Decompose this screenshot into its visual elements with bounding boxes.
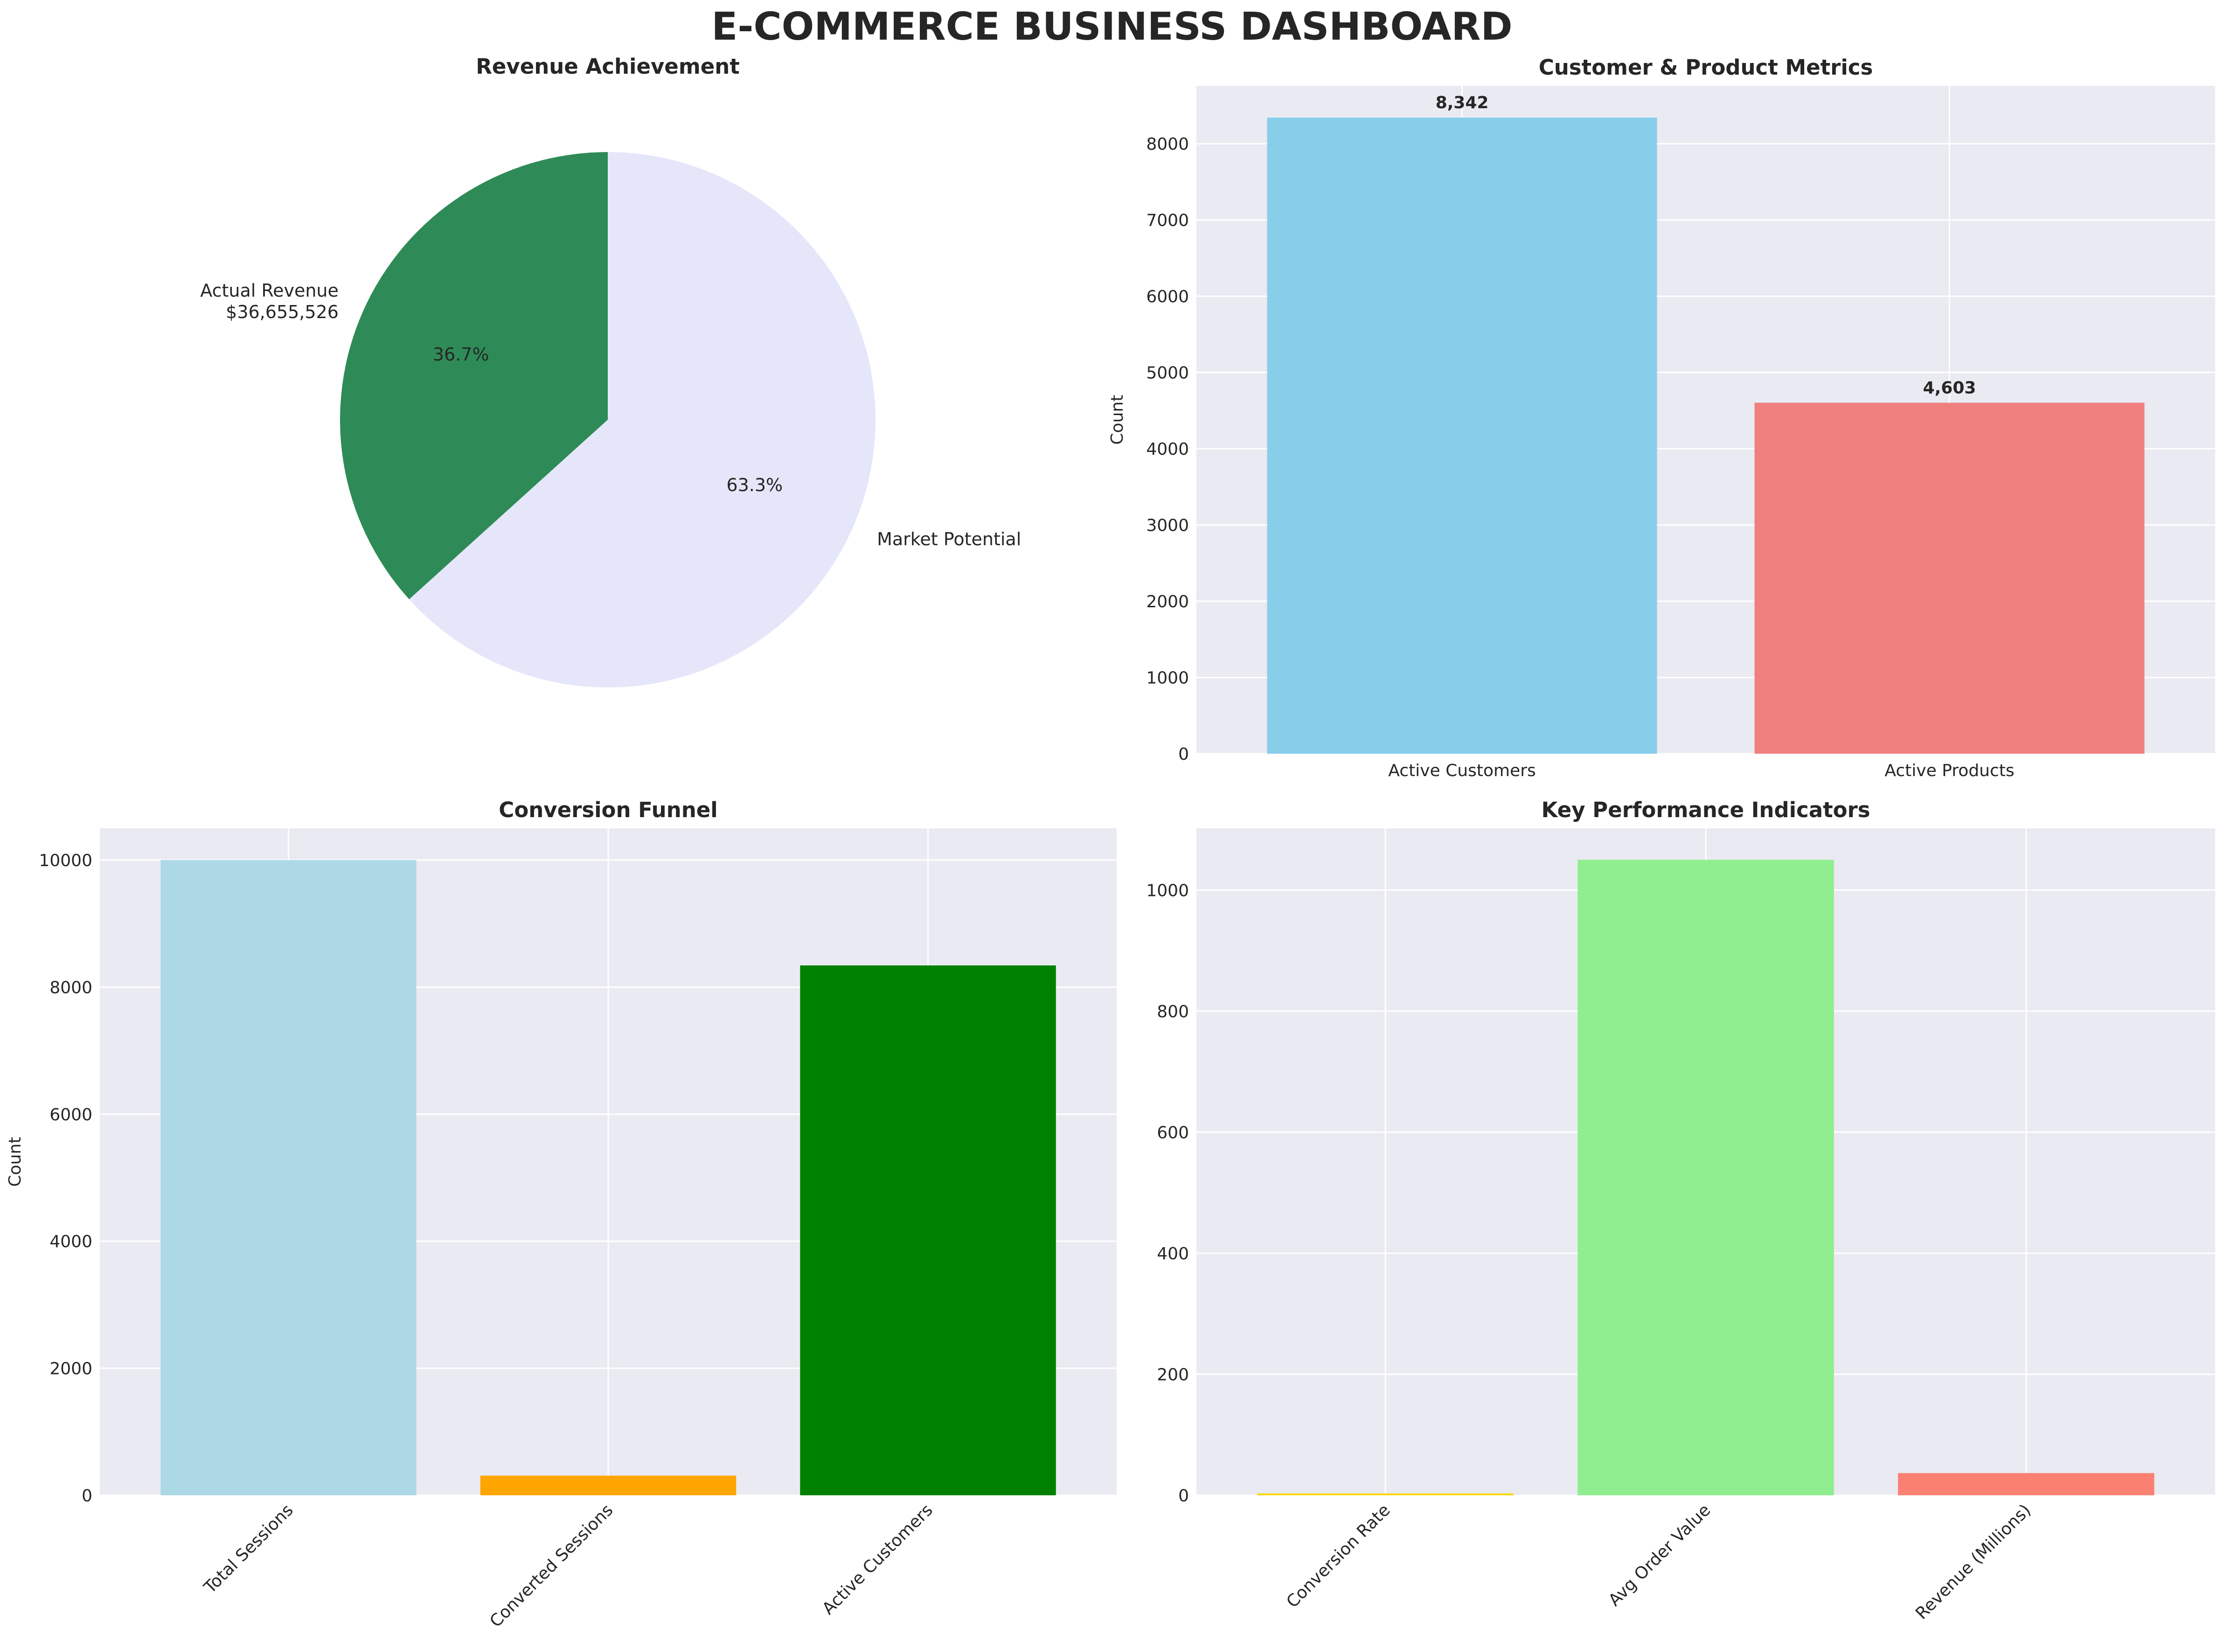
pie-slice-actual-revenue — [340, 152, 608, 599]
pie-slice-label: Market Potential — [877, 529, 1021, 549]
bar-conversion-rate — [1257, 1493, 1514, 1495]
dashboard-title: E-COMMERCE BUSINESS DASHBOARD — [711, 5, 1512, 49]
y-tick-label: 3000 — [1146, 516, 1189, 535]
chart-title: Conversion Funnel — [499, 798, 717, 822]
y-tick-label: 1000 — [1146, 881, 1189, 900]
bar-avg-order-value — [1578, 860, 1834, 1495]
bar-total-sessions — [160, 860, 417, 1495]
y-axis-label: Count — [1108, 395, 1127, 445]
pie-pct-label: 63.3% — [726, 475, 783, 495]
x-tick-label: Total Sessions — [200, 1500, 297, 1597]
bar-active-customers — [1267, 118, 1657, 754]
y-tick-label: 5000 — [1146, 364, 1189, 383]
pie-slice-sublabel: $36,655,526 — [226, 302, 339, 322]
y-tick-label: 6000 — [1146, 287, 1189, 306]
pie-title: Revenue Achievement — [476, 54, 740, 79]
x-tick-label: Converted Sessions — [486, 1500, 617, 1631]
y-tick-label: 0 — [1178, 1486, 1189, 1506]
y-tick-label: 2000 — [49, 1360, 92, 1379]
conversion-funnel-panel: 0 2000 4000 6000 8000 10000 Total Sessions Conv… — [6, 798, 1117, 1631]
y-tick-label: 10000 — [39, 851, 92, 870]
x-tick-label: Conversion Rate — [1283, 1500, 1394, 1611]
y-tick-label: 800 — [1157, 1002, 1189, 1021]
chart-title: Customer & Product Metrics — [1539, 55, 1873, 80]
y-tick-label: 8000 — [1146, 135, 1189, 154]
x-tick-label: Avg Order Value — [1605, 1500, 1715, 1610]
y-tick-label: 400 — [1157, 1244, 1189, 1263]
bar-value-label: 4,603 — [1923, 378, 1976, 397]
x-tick-label: Active Products — [1884, 761, 2014, 780]
chart-title: Key Performance Indicators — [1542, 798, 1870, 822]
revenue-achievement-panel: Revenue Achievement 36.7% Actual Revenue$3… — [200, 54, 1021, 687]
bar-active-products — [1754, 403, 2145, 754]
bar-revenue-millions — [1898, 1473, 2154, 1495]
pie-pct-label: 36.7% — [433, 344, 489, 365]
bar-converted-sessions — [480, 1475, 737, 1495]
x-tick-label: Revenue (Millions) — [1912, 1500, 2035, 1623]
y-tick-label: 4000 — [1146, 440, 1189, 459]
y-tick-label: 6000 — [49, 1105, 92, 1124]
pie-slice-label: Actual Revenue — [200, 280, 339, 301]
y-tick-label: 1000 — [1146, 669, 1189, 688]
customer-product-metrics-panel: 0 1000 2000 3000 4000 5000 6000 7000 8000 Active … — [1108, 55, 2215, 780]
bar-active-customers — [800, 965, 1056, 1495]
x-tick-label: Active Customers — [819, 1500, 937, 1618]
key-performance-indicators-panel: 0 200 400 600 800 1000 Conversion Rate Avg Orde… — [1146, 798, 2215, 1623]
y-tick-label: 7000 — [1146, 211, 1189, 230]
y-tick-label: 200 — [1157, 1365, 1189, 1384]
y-tick-label: 0 — [1178, 745, 1189, 764]
y-tick-label: 2000 — [1146, 592, 1189, 611]
pie-slice-market-potential — [409, 152, 876, 687]
bar-value-label: 8,342 — [1436, 93, 1489, 112]
y-tick-label: 0 — [82, 1486, 92, 1506]
y-tick-label: 4000 — [49, 1232, 92, 1251]
y-tick-label: 8000 — [49, 978, 92, 997]
y-tick-label: 600 — [1157, 1123, 1189, 1142]
y-axis-label: Count — [6, 1137, 25, 1187]
x-tick-label: Active Customers — [1388, 761, 1536, 780]
